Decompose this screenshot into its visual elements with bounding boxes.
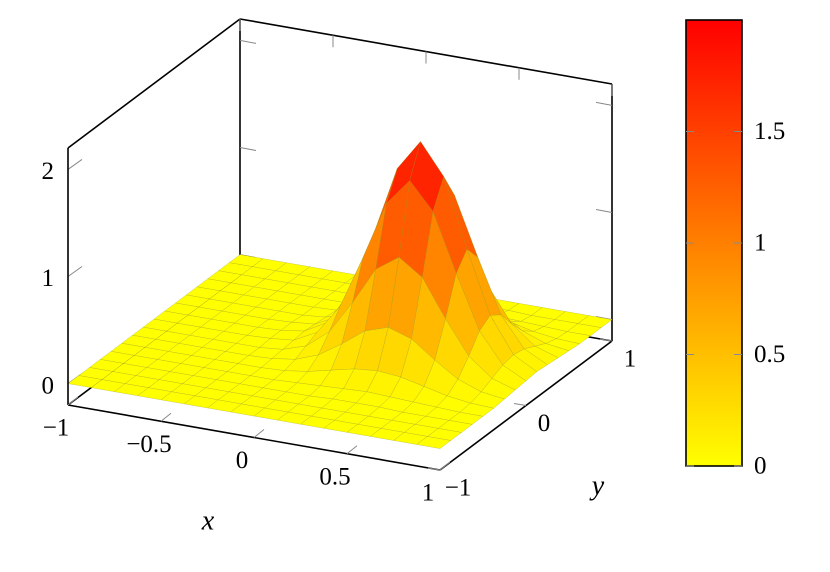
z-tick-mark: [67, 159, 83, 170]
x-axis-title: x: [201, 505, 215, 536]
x-tick-mark: [346, 445, 358, 455]
y-tick-label: −1: [445, 475, 472, 502]
z-tick-mark: [239, 147, 257, 151]
x-tick-label: 0.5: [319, 463, 350, 490]
y-tick-mark: [427, 467, 441, 471]
y-axis-title: y: [589, 470, 605, 501]
x-tick-mark: [439, 461, 451, 471]
colorbar-tick-label: 0: [754, 453, 767, 480]
z-tick-mark: [595, 209, 613, 213]
y-tick-label: 0: [538, 410, 551, 437]
colorbar: [685, 19, 743, 467]
z-tick-mark: [67, 266, 83, 277]
colorbar-tick-label: 1.5: [754, 118, 785, 145]
x-tick-label: 1: [422, 480, 435, 507]
colorbar-tick-label: 0.5: [754, 341, 785, 368]
z-tick-mark: [595, 101, 613, 106]
z-tick-label: 1: [42, 265, 55, 292]
colorbar-tick-label: 1: [754, 230, 767, 257]
box-edge: [67, 18, 241, 149]
z-tick-label: 0: [42, 372, 55, 399]
y-tick-label: 1: [624, 346, 637, 373]
x-tick-label: −0.5: [126, 431, 171, 458]
x-tick-mark: [160, 412, 172, 422]
z-tick-label: 2: [42, 158, 55, 185]
x-tick-label: −1: [43, 415, 70, 442]
y-tick-mark: [513, 403, 527, 406]
y-tick-mark: [599, 338, 613, 342]
x-tick-mark: [67, 396, 79, 406]
x-tick-mark: [253, 429, 265, 438]
surface-patch: [416, 436, 452, 449]
x-tick-label: 0: [236, 447, 249, 474]
z-tick-mark: [239, 39, 257, 44]
